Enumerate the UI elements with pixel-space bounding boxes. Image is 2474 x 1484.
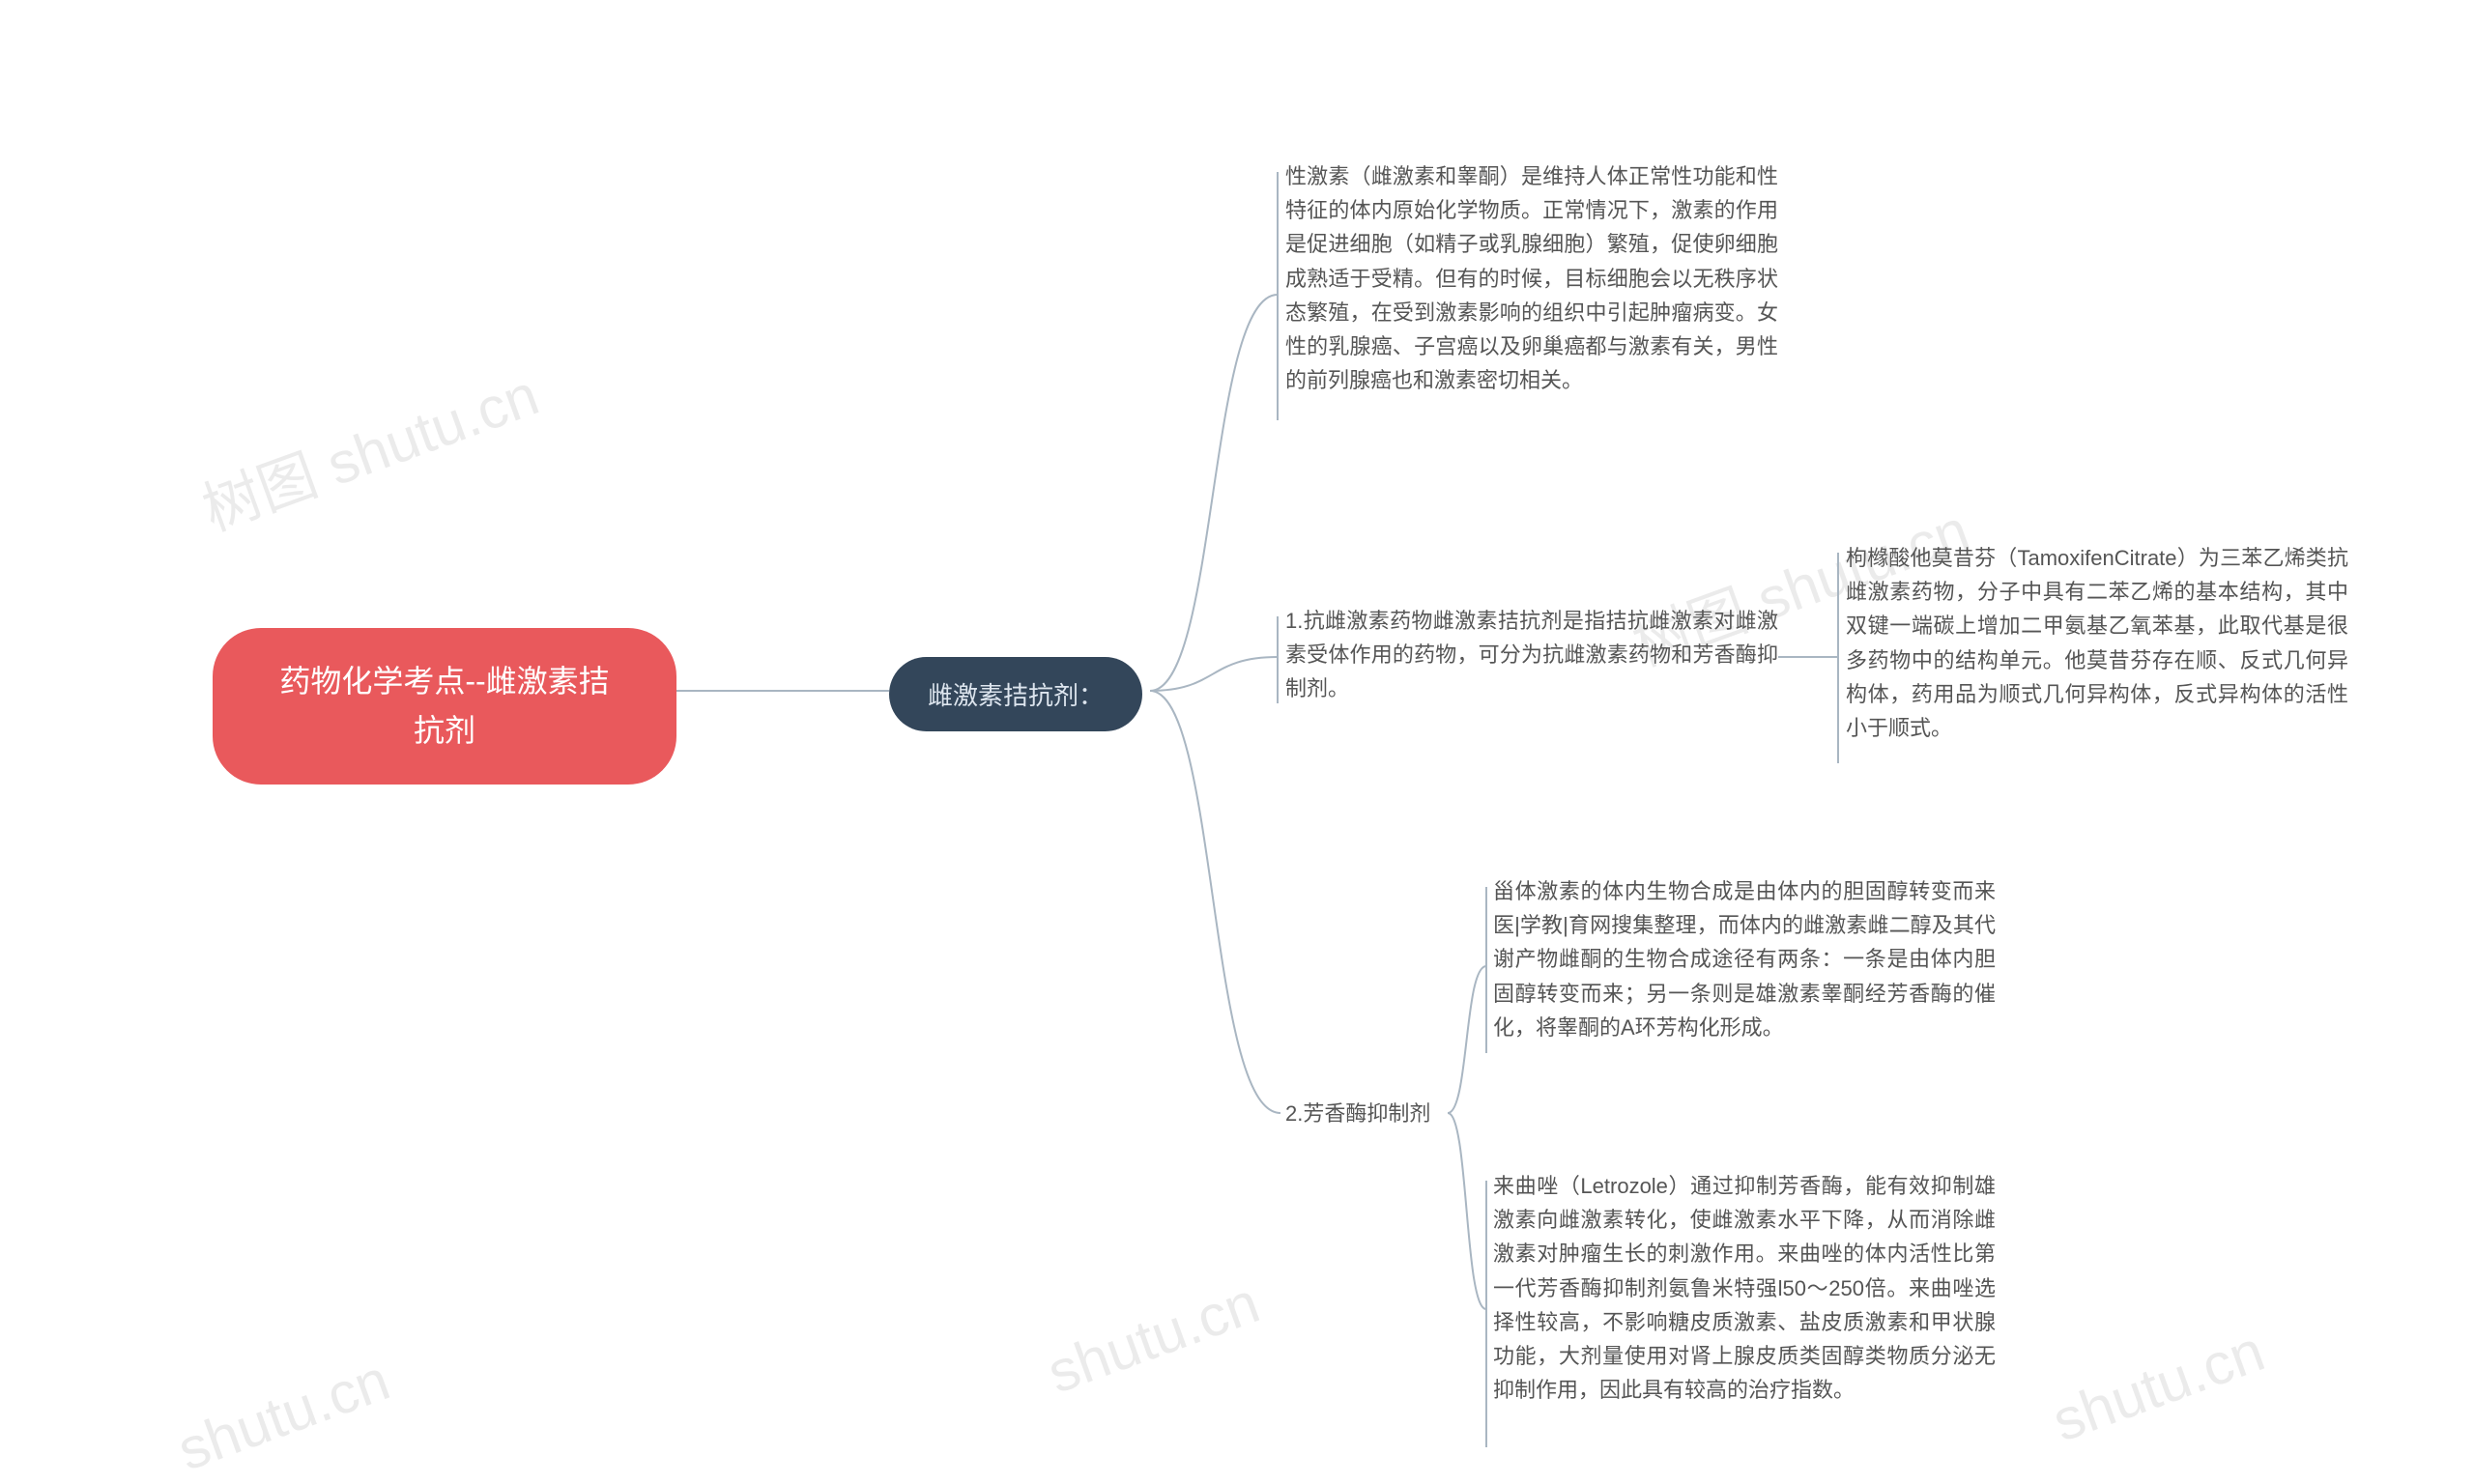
mindmap-canvas: 树图 shutu.cn 树图 shutu.cn shutu.cn shutu.c… xyxy=(0,0,2474,1474)
branch-3-child-1-text[interactable]: 甾体激素的体内生物合成是由体内的胆固醇转变而来医|学教|育网搜集整理，而体内的雌… xyxy=(1493,874,1996,1044)
watermark: shutu.cn xyxy=(169,1346,398,1483)
sub-node[interactable]: 雌激素拮抗剂： xyxy=(889,657,1142,731)
watermark: 树图 shutu.cn xyxy=(189,348,548,547)
root-label-line2: 抗剂 xyxy=(414,713,475,748)
sub-label: 雌激素拮抗剂： xyxy=(928,676,1104,712)
branch-1-text[interactable]: 性激素（雌激素和睾酮）是维持人体正常性功能和性特征的体内原始化学物质。正常情况下… xyxy=(1285,159,1778,397)
branch-2-child-text[interactable]: 枸橼酸他莫昔芬（TamoxifenCitrate）为三苯乙烯类抗雌激素药物，分子… xyxy=(1846,541,2348,745)
watermark: shutu.cn xyxy=(2044,1317,2273,1454)
branch-3-child-2-text[interactable]: 来曲唑（Letrozole）通过抑制芳香酶，能有效抑制雄激素向雌激素转化，使雌激… xyxy=(1493,1169,1996,1407)
root-node[interactable]: 药物化学考点--雌激素拮 抗剂 xyxy=(213,628,676,785)
root-label-line1: 药物化学考点--雌激素拮 xyxy=(279,664,609,699)
branch-2-text[interactable]: 1.抗雌激素药物雌激素拮抗剂是指拮抗雌激素对雌激素受体作用的药物，可分为抗雌激素… xyxy=(1285,604,1778,706)
branch-3-label[interactable]: 2.芳香酶抑制剂 xyxy=(1285,1097,1430,1130)
watermark: shutu.cn xyxy=(1039,1269,1268,1406)
